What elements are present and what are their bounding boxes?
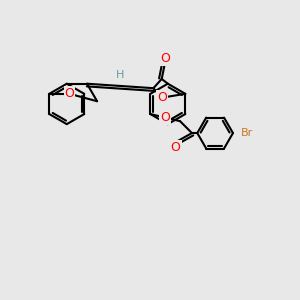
Text: O: O (64, 87, 74, 100)
Text: O: O (171, 141, 181, 154)
Text: O: O (160, 52, 169, 65)
Text: Br: Br (241, 128, 254, 138)
Text: H: H (116, 70, 125, 80)
Text: O: O (157, 91, 167, 104)
Text: O: O (160, 111, 170, 124)
